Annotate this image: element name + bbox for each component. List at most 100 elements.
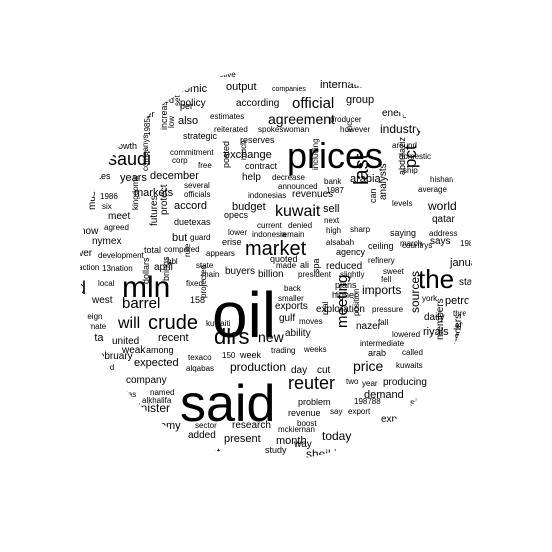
word-much: much [239, 140, 248, 160]
word-today: today [322, 429, 352, 443]
word-kingdoms: kingdoms [131, 175, 140, 210]
word-nazer: nazer [356, 321, 382, 332]
word-indonesias: indonesias [248, 191, 287, 200]
word-january: january [450, 257, 487, 269]
word-ali: ali [300, 260, 310, 270]
word-analysts: analysts [378, 163, 389, 200]
word-countrys: countrys [402, 241, 433, 250]
word-alqabas: alqabas [186, 364, 215, 373]
word-saudi: saudi [108, 149, 152, 169]
word-way: way [294, 439, 312, 450]
word-government: government [162, 447, 221, 459]
word-fell: fell [381, 275, 392, 284]
word-growth: growth [110, 141, 138, 151]
word-dollars: dollars [141, 257, 151, 284]
word-producer: producer [330, 115, 362, 124]
word-reduced: reduced [326, 261, 363, 272]
word-1986: 1986 [100, 192, 118, 201]
word-economy: economy [136, 420, 181, 432]
word-free: free [198, 161, 212, 170]
word-exchange: exchange [224, 149, 272, 161]
word-markets: markets [134, 187, 174, 199]
word-posted: posted [221, 140, 231, 168]
word-help: help [242, 172, 261, 183]
word-appears: appears [206, 249, 235, 258]
word-spokeswoman: spokeswoman [258, 125, 310, 134]
word-fall: fall [378, 318, 389, 327]
word-main: main [202, 270, 220, 279]
word-reiterated: reiterated [214, 125, 248, 134]
word-named: named [150, 388, 175, 397]
word-inc: inc [345, 121, 354, 132]
word-producing: producing [383, 377, 427, 388]
word-projected: projected [199, 265, 208, 298]
word-average: average [418, 185, 447, 194]
word-total: total [144, 245, 162, 255]
word-d: d [76, 278, 87, 298]
word-compared: compared [164, 245, 200, 254]
word-officials: officials [184, 190, 211, 199]
word-corp: corp [172, 156, 188, 165]
word-sharp: sharp [350, 225, 371, 234]
word-sources: sources [408, 270, 422, 313]
word-alsabah: alsabah [326, 238, 355, 247]
word-march: march [400, 239, 423, 248]
word-economic: economic [160, 83, 208, 95]
word-198586: 198586 [143, 109, 152, 136]
word-february: february [96, 351, 133, 362]
word-arabias: arabias [110, 390, 137, 399]
word-say: say [330, 407, 343, 416]
word-qatar: qatar [432, 214, 455, 225]
word-weak: weak [122, 345, 146, 356]
word-arab: arab [368, 348, 387, 358]
word-kuwaiti: kuwaiti [206, 319, 231, 328]
word-198788: 198788 [354, 397, 381, 406]
word-guard: guard [190, 233, 211, 242]
word-kuwait: kuwait [275, 203, 321, 220]
word-back: back [284, 284, 301, 293]
word-commitment: commitment [170, 148, 214, 157]
word-texaco: texaco [188, 353, 212, 362]
word-around: around [392, 141, 417, 150]
word-rule: rule [183, 243, 192, 257]
word-estimate: estimate [76, 322, 107, 331]
word-world: world [428, 199, 457, 213]
word-years: years [120, 172, 147, 184]
word-budget: budget [232, 201, 266, 213]
word-refinery: refinery [368, 256, 395, 265]
word-low: low [167, 115, 176, 128]
word-three: three [453, 309, 472, 318]
word-current: current [257, 221, 282, 230]
word-revenue: revenue [288, 408, 321, 418]
word-expenditure: expenditure [381, 414, 434, 425]
word-ship: ship [403, 166, 418, 175]
word-effective: effective [206, 70, 236, 79]
word-meet: meet [108, 211, 131, 222]
word-six: six [102, 202, 112, 211]
word-nymex: nymex [92, 236, 122, 247]
word-erise: erise [222, 237, 242, 247]
word-mckiernan: mckiernan [278, 425, 315, 434]
word-added: added [188, 430, 216, 441]
word-levels: levels [392, 199, 413, 208]
word-abdulaziz: abdulaziz [397, 136, 407, 175]
word-plans: plans [335, 280, 357, 290]
word-expected: expected [134, 357, 179, 369]
word-united: united [112, 336, 140, 347]
word-1987: 1987 [326, 186, 344, 195]
word-real: real [321, 301, 330, 315]
word-month: month [276, 435, 307, 447]
word-estimates: estimates [210, 112, 245, 121]
word-agreement: agreement [268, 111, 335, 127]
word-oil: oil [212, 279, 277, 351]
word-exploration: exploration [316, 304, 365, 315]
word-the: the [418, 264, 455, 294]
word-said: said [180, 375, 276, 433]
word-high: high [326, 226, 342, 235]
word-year: year [362, 379, 378, 388]
word-april: april [154, 262, 173, 273]
word-crude: crude [148, 312, 199, 334]
word-weeks: weeks [304, 345, 327, 354]
word-dlrs: dlrs [214, 324, 250, 349]
